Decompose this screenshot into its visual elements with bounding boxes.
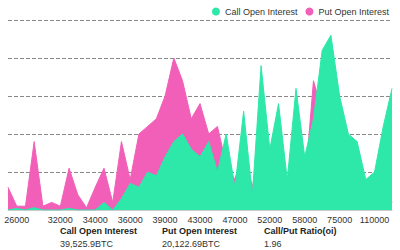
svg-text:20,122.69BTC: 20,122.69BTC [162,239,221,249]
svg-text:43000: 43000 [187,215,212,225]
svg-text:Put Open Interest: Put Open Interest [162,226,237,236]
svg-text:39000: 39000 [153,215,178,225]
svg-text:110000: 110000 [360,215,389,225]
svg-text:75000: 75000 [327,215,352,225]
svg-text:52000: 52000 [257,215,282,225]
svg-text:Call Open Interest: Call Open Interest [60,226,137,236]
svg-text:Put Open Interest: Put Open Interest [318,7,389,17]
svg-text:32000: 32000 [48,215,73,225]
svg-text:39,525.9BTC: 39,525.9BTC [60,239,114,249]
svg-text:34000: 34000 [83,215,108,225]
svg-text:Call Open Interest: Call Open Interest [225,7,298,17]
svg-text:Call/Put Ratio(oi): Call/Put Ratio(oi) [264,226,337,236]
svg-text:58000: 58000 [292,215,317,225]
svg-text:47000: 47000 [222,215,247,225]
svg-text:36000: 36000 [118,215,143,225]
svg-text:1.96: 1.96 [264,239,282,249]
svg-text:26000: 26000 [4,215,29,225]
